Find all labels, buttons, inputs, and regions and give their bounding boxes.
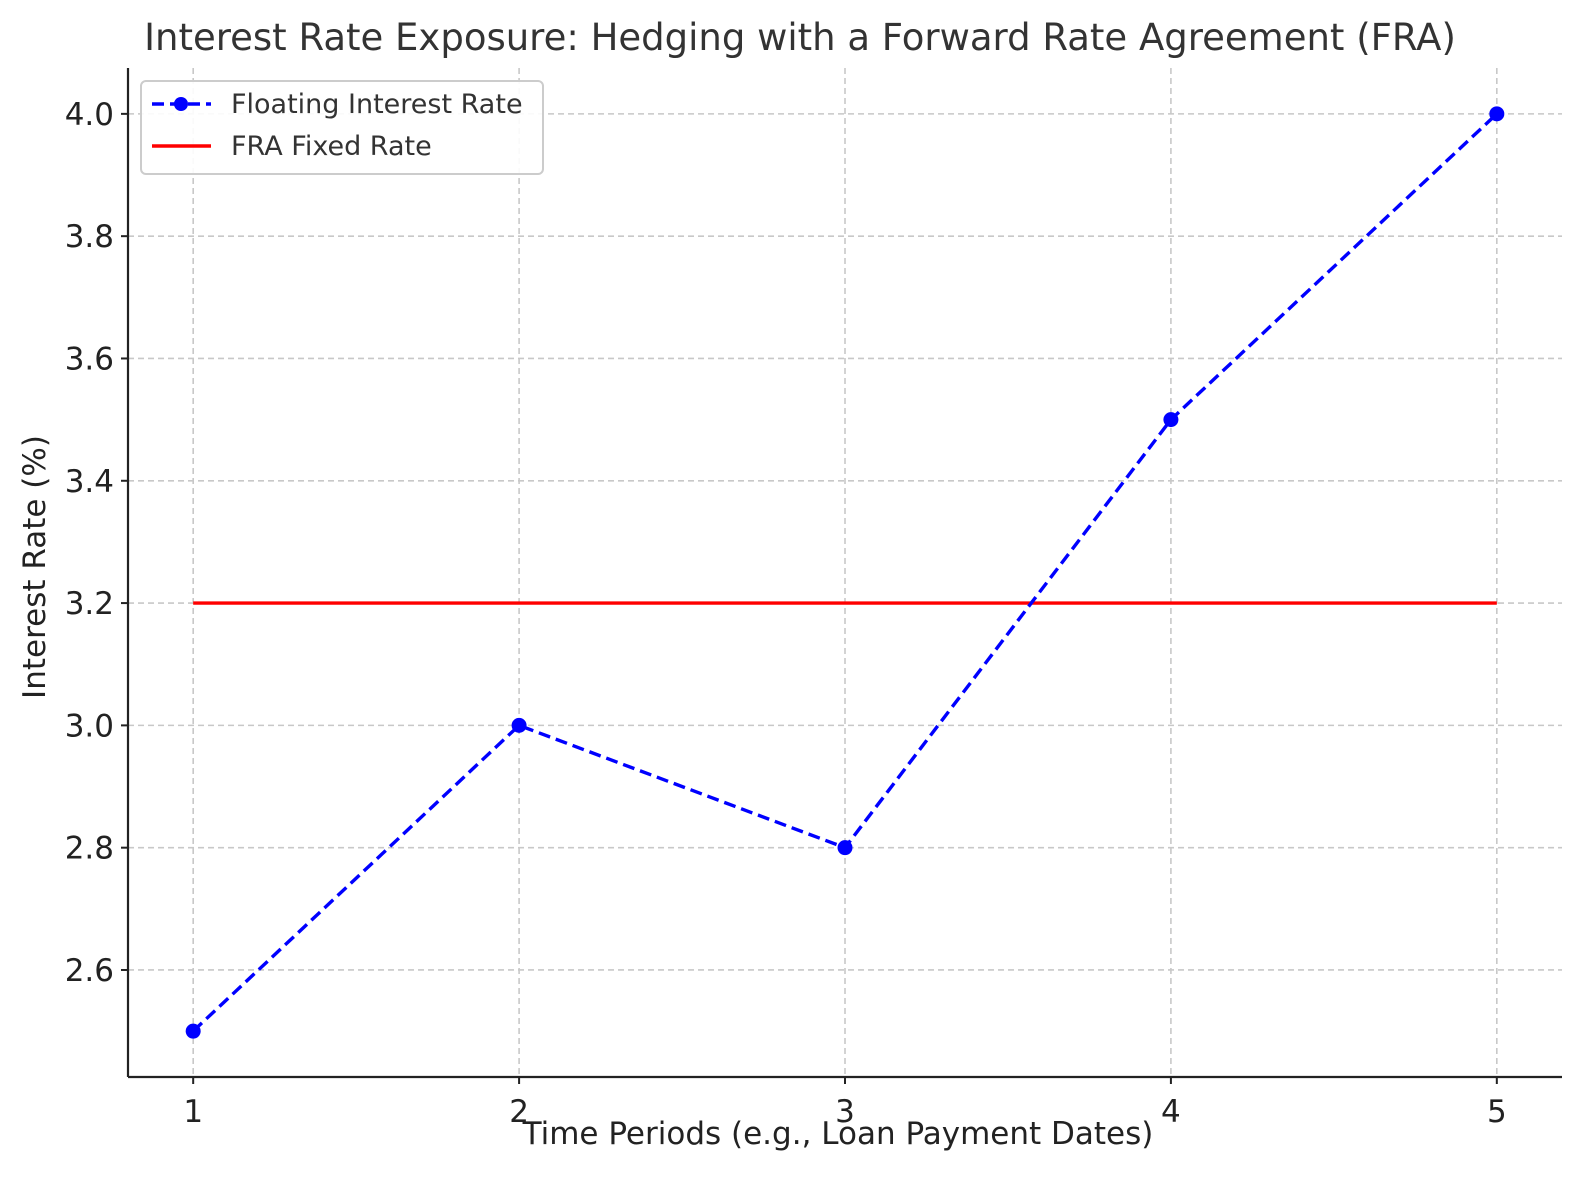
y-tick-label: 3.4 bbox=[65, 464, 114, 500]
y-tick-label: 2.8 bbox=[65, 831, 114, 867]
y-tick-label: 3.6 bbox=[65, 341, 114, 377]
data-point-floating-rate bbox=[511, 717, 527, 733]
y-tick-label: 4.0 bbox=[65, 97, 114, 133]
x-tick-label: 4 bbox=[1161, 1094, 1181, 1130]
x-tick-label: 5 bbox=[1487, 1094, 1507, 1130]
tick-layer: 1 2 3 4 5 2.6 2.8 3.0 3.2 3.4 3.6 3.8 4.0 bbox=[65, 97, 1507, 1130]
y-tick-label: 3.8 bbox=[65, 219, 114, 255]
data-point-floating-rate bbox=[1489, 106, 1505, 122]
x-tick-label: 3 bbox=[835, 1094, 855, 1130]
legend-marker-floating-rate bbox=[174, 97, 188, 111]
data-point-floating-rate bbox=[837, 840, 853, 856]
legend-label-floating-rate: Floating Interest Rate bbox=[231, 89, 523, 120]
legend-label-fra-fixed-rate: FRA Fixed Rate bbox=[231, 131, 432, 162]
series-layer bbox=[185, 106, 1505, 1039]
data-point-floating-rate bbox=[185, 1023, 201, 1039]
chart-title: Interest Rate Exposure: Hedging with a F… bbox=[144, 16, 1456, 59]
y-tick-label: 3.0 bbox=[65, 708, 114, 744]
legend: Floating Interest Rate FRA Fixed Rate bbox=[140, 80, 544, 175]
x-tick-label: 2 bbox=[509, 1094, 529, 1130]
y-tick-label: 3.2 bbox=[65, 586, 114, 622]
grid-layer bbox=[128, 68, 1562, 1077]
data-point-floating-rate bbox=[1163, 412, 1179, 428]
x-tick-label: 1 bbox=[183, 1094, 203, 1130]
x-axis-label: Time Periods (e.g., Loan Payment Dates) bbox=[522, 1116, 1154, 1152]
y-tick-label: 2.6 bbox=[65, 953, 114, 989]
legend-frame bbox=[140, 80, 544, 175]
y-axis-label: Interest Rate (%) bbox=[17, 435, 53, 699]
